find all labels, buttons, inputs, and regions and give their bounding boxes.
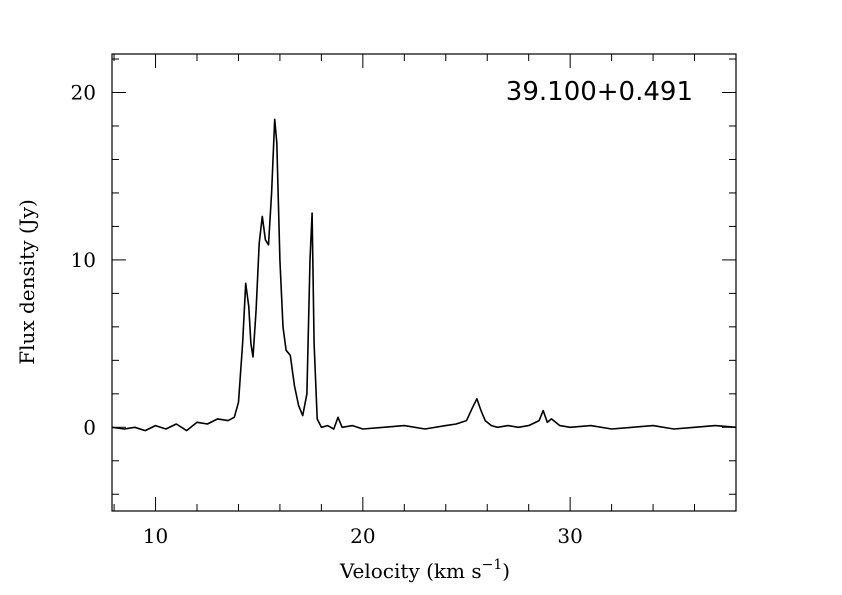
source-label: 39.100+0.491 bbox=[506, 77, 693, 107]
spectrum-line bbox=[111, 118, 737, 432]
x-tick-label: 20 bbox=[350, 524, 375, 548]
x-tick-label: 30 bbox=[557, 524, 582, 548]
x-tick-label: 10 bbox=[143, 524, 168, 548]
x-axis-title: Velocity (km s−1) bbox=[339, 557, 510, 583]
y-axis-title: Flux density (Jy) bbox=[15, 199, 39, 365]
x-axis-title-superscript: −1 bbox=[482, 557, 503, 573]
x-axis-title-close: ) bbox=[502, 559, 510, 583]
tick-labels: 10 20 30 0 10 20 bbox=[71, 81, 583, 548]
x-axis-title-main: Velocity (km s bbox=[339, 559, 482, 583]
plot-frame bbox=[111, 53, 737, 512]
y-tick-label: 0 bbox=[83, 415, 96, 439]
axis-ticks bbox=[112, 54, 737, 511]
y-tick-label: 10 bbox=[71, 248, 96, 272]
y-tick-label: 20 bbox=[71, 81, 96, 105]
